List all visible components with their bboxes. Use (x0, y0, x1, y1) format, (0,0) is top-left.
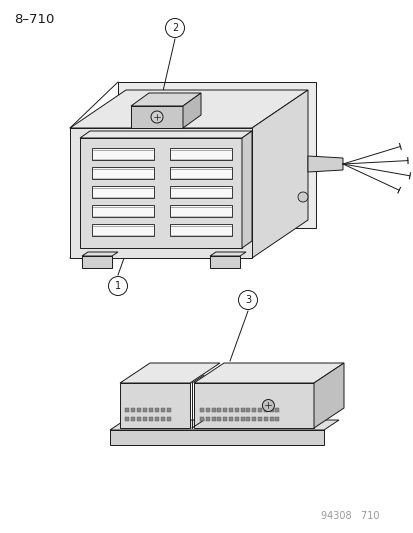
Polygon shape (234, 417, 238, 421)
Polygon shape (166, 417, 171, 421)
Polygon shape (246, 408, 250, 412)
Text: 1: 1 (115, 281, 121, 291)
Polygon shape (269, 408, 273, 412)
Polygon shape (125, 408, 129, 412)
Polygon shape (242, 131, 252, 248)
Polygon shape (92, 167, 154, 179)
Polygon shape (92, 148, 154, 160)
Polygon shape (161, 408, 165, 412)
Polygon shape (275, 408, 279, 412)
Polygon shape (252, 90, 307, 258)
Text: 2: 2 (171, 23, 178, 33)
Polygon shape (217, 408, 221, 412)
Polygon shape (269, 417, 273, 421)
Polygon shape (211, 417, 215, 421)
Polygon shape (170, 205, 231, 217)
Polygon shape (131, 93, 201, 106)
Polygon shape (131, 417, 135, 421)
Circle shape (121, 97, 131, 107)
Polygon shape (118, 82, 315, 228)
Polygon shape (149, 408, 153, 412)
Polygon shape (82, 252, 118, 256)
Polygon shape (120, 383, 190, 428)
Polygon shape (92, 224, 154, 236)
Polygon shape (137, 408, 141, 412)
Polygon shape (257, 408, 261, 412)
Polygon shape (313, 363, 343, 428)
Polygon shape (154, 417, 159, 421)
Polygon shape (228, 408, 233, 412)
Polygon shape (240, 408, 244, 412)
Polygon shape (70, 128, 252, 258)
Polygon shape (228, 417, 233, 421)
Polygon shape (194, 363, 343, 383)
Polygon shape (125, 417, 129, 421)
Circle shape (238, 290, 257, 310)
Polygon shape (205, 417, 209, 421)
Polygon shape (70, 90, 307, 128)
Circle shape (297, 192, 307, 202)
Polygon shape (209, 256, 240, 268)
Polygon shape (199, 417, 204, 421)
Polygon shape (131, 408, 135, 412)
Polygon shape (120, 363, 219, 383)
Polygon shape (142, 408, 147, 412)
Polygon shape (234, 408, 238, 412)
Polygon shape (82, 256, 112, 268)
Polygon shape (154, 408, 159, 412)
Polygon shape (199, 408, 204, 412)
Polygon shape (252, 408, 256, 412)
Circle shape (262, 400, 274, 411)
Polygon shape (205, 408, 209, 412)
Polygon shape (211, 408, 215, 412)
Text: 8–710: 8–710 (14, 13, 54, 26)
Polygon shape (80, 138, 242, 248)
Text: 3: 3 (244, 295, 250, 305)
Polygon shape (240, 417, 244, 421)
Polygon shape (194, 383, 313, 428)
Polygon shape (149, 417, 153, 421)
Polygon shape (223, 408, 227, 412)
Polygon shape (142, 417, 147, 421)
Polygon shape (223, 417, 227, 421)
Polygon shape (170, 148, 231, 160)
Polygon shape (110, 420, 338, 430)
Polygon shape (131, 106, 183, 128)
Circle shape (151, 111, 163, 123)
Circle shape (121, 150, 131, 160)
Polygon shape (92, 186, 154, 198)
Polygon shape (166, 408, 171, 412)
Polygon shape (92, 205, 154, 217)
Circle shape (108, 277, 127, 295)
Polygon shape (170, 167, 231, 179)
Polygon shape (252, 417, 256, 421)
Polygon shape (246, 417, 250, 421)
Polygon shape (110, 430, 323, 445)
Polygon shape (170, 186, 231, 198)
Polygon shape (263, 408, 267, 412)
Polygon shape (209, 252, 245, 256)
Circle shape (165, 19, 184, 37)
Polygon shape (80, 131, 252, 138)
Text: 94308   710: 94308 710 (321, 511, 379, 521)
Polygon shape (275, 417, 279, 421)
Polygon shape (257, 417, 261, 421)
Polygon shape (307, 156, 342, 172)
Polygon shape (183, 93, 201, 128)
Polygon shape (217, 417, 221, 421)
Polygon shape (161, 417, 165, 421)
Polygon shape (170, 224, 231, 236)
Polygon shape (263, 417, 267, 421)
Polygon shape (137, 417, 141, 421)
Circle shape (121, 203, 131, 213)
